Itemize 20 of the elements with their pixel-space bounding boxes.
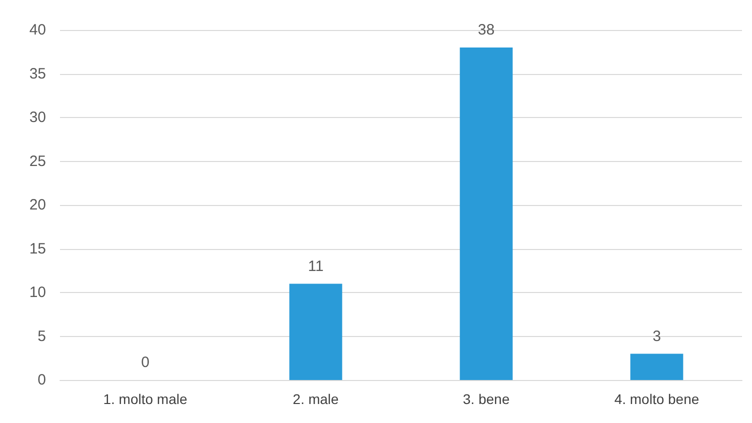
data-label: 3 <box>652 328 661 345</box>
data-label: 38 <box>478 22 495 38</box>
x-tick-label: 3. bene <box>462 391 510 407</box>
y-tick-label: 20 <box>29 196 46 214</box>
x-tick-label: 4. molto bene <box>614 391 700 407</box>
x-tick-label: 2. male <box>292 391 339 407</box>
y-tick-label: 30 <box>29 109 46 126</box>
y-tick-label: 10 <box>29 284 46 301</box>
y-tick-label: 25 <box>29 152 46 170</box>
y-tick-label: 0 <box>38 372 46 388</box>
data-label: 0 <box>141 354 150 371</box>
x-tick-label: 1. molto male <box>103 391 188 407</box>
y-tick-label: 15 <box>29 240 46 258</box>
y-tick-label: 35 <box>29 65 46 82</box>
bar <box>460 48 513 380</box>
y-tick-label: 40 <box>29 22 46 38</box>
bar <box>289 284 342 380</box>
bar <box>630 354 684 380</box>
data-label: 11 <box>308 258 324 275</box>
y-tick-label: 5 <box>38 328 46 345</box>
